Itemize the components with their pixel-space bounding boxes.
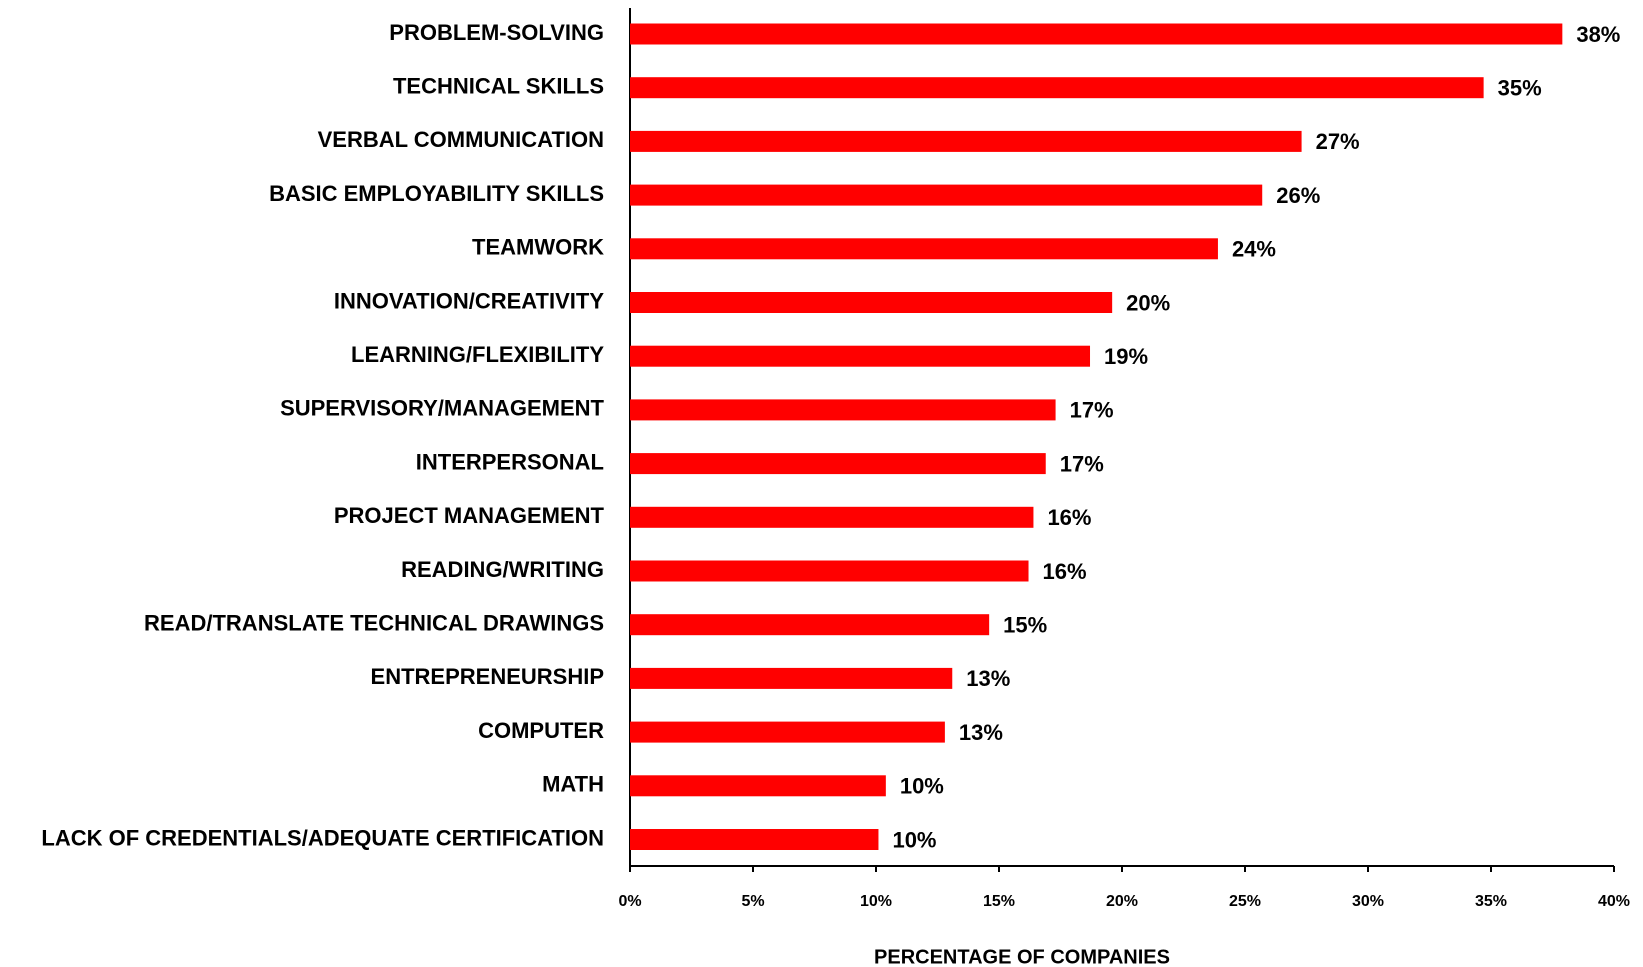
- category-label: READ/TRANSLATE TECHNICAL DRAWINGS: [144, 611, 604, 636]
- bar: [630, 184, 1263, 206]
- value-label: 17%: [1070, 398, 1114, 423]
- x-tick-label: 40%: [1598, 893, 1630, 910]
- value-label: 13%: [966, 666, 1010, 691]
- category-label: READING/WRITING: [401, 557, 604, 582]
- category-label: TEAMWORK: [472, 235, 604, 260]
- x-tick-label: 30%: [1352, 893, 1384, 910]
- value-label: 13%: [959, 720, 1003, 745]
- x-tick-label: 25%: [1229, 893, 1261, 910]
- value-label: 10%: [892, 827, 936, 852]
- category-label: MATH: [542, 772, 604, 797]
- bar: [630, 667, 953, 689]
- category-label: SUPERVISORY/MANAGEMENT: [280, 396, 604, 421]
- x-axis-title: PERCENTAGE OF COMPANIES: [874, 946, 1170, 967]
- bar: [630, 614, 990, 636]
- x-tick-label: 5%: [741, 893, 764, 910]
- category-label: PROJECT MANAGEMENT: [334, 503, 605, 528]
- value-label: 10%: [900, 774, 944, 799]
- value-label: 16%: [1047, 505, 1091, 530]
- category-label: LACK OF CREDENTIALS/ADEQUATE CERTIFICATI…: [41, 825, 604, 850]
- value-label: 20%: [1126, 290, 1170, 315]
- value-label: 16%: [1043, 559, 1087, 584]
- value-label: 26%: [1276, 183, 1320, 208]
- value-label: 38%: [1576, 22, 1620, 47]
- bar: [630, 829, 879, 850]
- x-tick-label: 20%: [1106, 893, 1138, 910]
- bar: [630, 775, 886, 797]
- value-label: 24%: [1232, 237, 1276, 262]
- value-label: 17%: [1060, 451, 1104, 476]
- bar: [630, 560, 1029, 582]
- category-label: INNOVATION/CREATIVITY: [334, 288, 604, 313]
- bar: [630, 238, 1218, 260]
- bar: [630, 721, 945, 743]
- category-label: INTERPERSONAL: [416, 449, 604, 474]
- value-label: 27%: [1316, 129, 1360, 154]
- value-label: 35%: [1498, 76, 1542, 101]
- bar: [630, 77, 1484, 99]
- category-label: COMPUTER: [478, 718, 604, 743]
- category-label: TECHNICAL SKILLS: [393, 74, 604, 99]
- bar: [630, 345, 1091, 367]
- bar: [630, 399, 1056, 421]
- category-label: VERBAL COMMUNICATION: [318, 127, 604, 152]
- bar: [630, 453, 1046, 475]
- bar: [630, 23, 1563, 45]
- bar: [630, 130, 1302, 152]
- bar: [630, 292, 1113, 313]
- bar: [630, 506, 1034, 528]
- category-label: ENTREPRENEURSHIP: [371, 664, 604, 689]
- value-label: 15%: [1003, 613, 1047, 638]
- category-label: LEARNING/FLEXIBILITY: [351, 342, 604, 367]
- value-label: 19%: [1104, 344, 1148, 369]
- x-tick-label: 0%: [618, 893, 641, 910]
- category-label: BASIC EMPLOYABILITY SKILLS: [269, 181, 604, 206]
- x-tick-label: 35%: [1475, 893, 1507, 910]
- x-tick-label: 10%: [860, 893, 892, 910]
- category-label: PROBLEM-SOLVING: [389, 20, 604, 45]
- x-tick-label: 15%: [983, 893, 1015, 910]
